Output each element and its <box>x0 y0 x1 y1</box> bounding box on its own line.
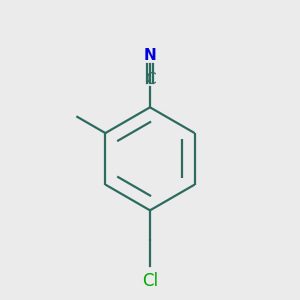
Text: Cl: Cl <box>142 272 158 290</box>
Text: C: C <box>145 72 155 87</box>
Text: N: N <box>144 47 156 62</box>
